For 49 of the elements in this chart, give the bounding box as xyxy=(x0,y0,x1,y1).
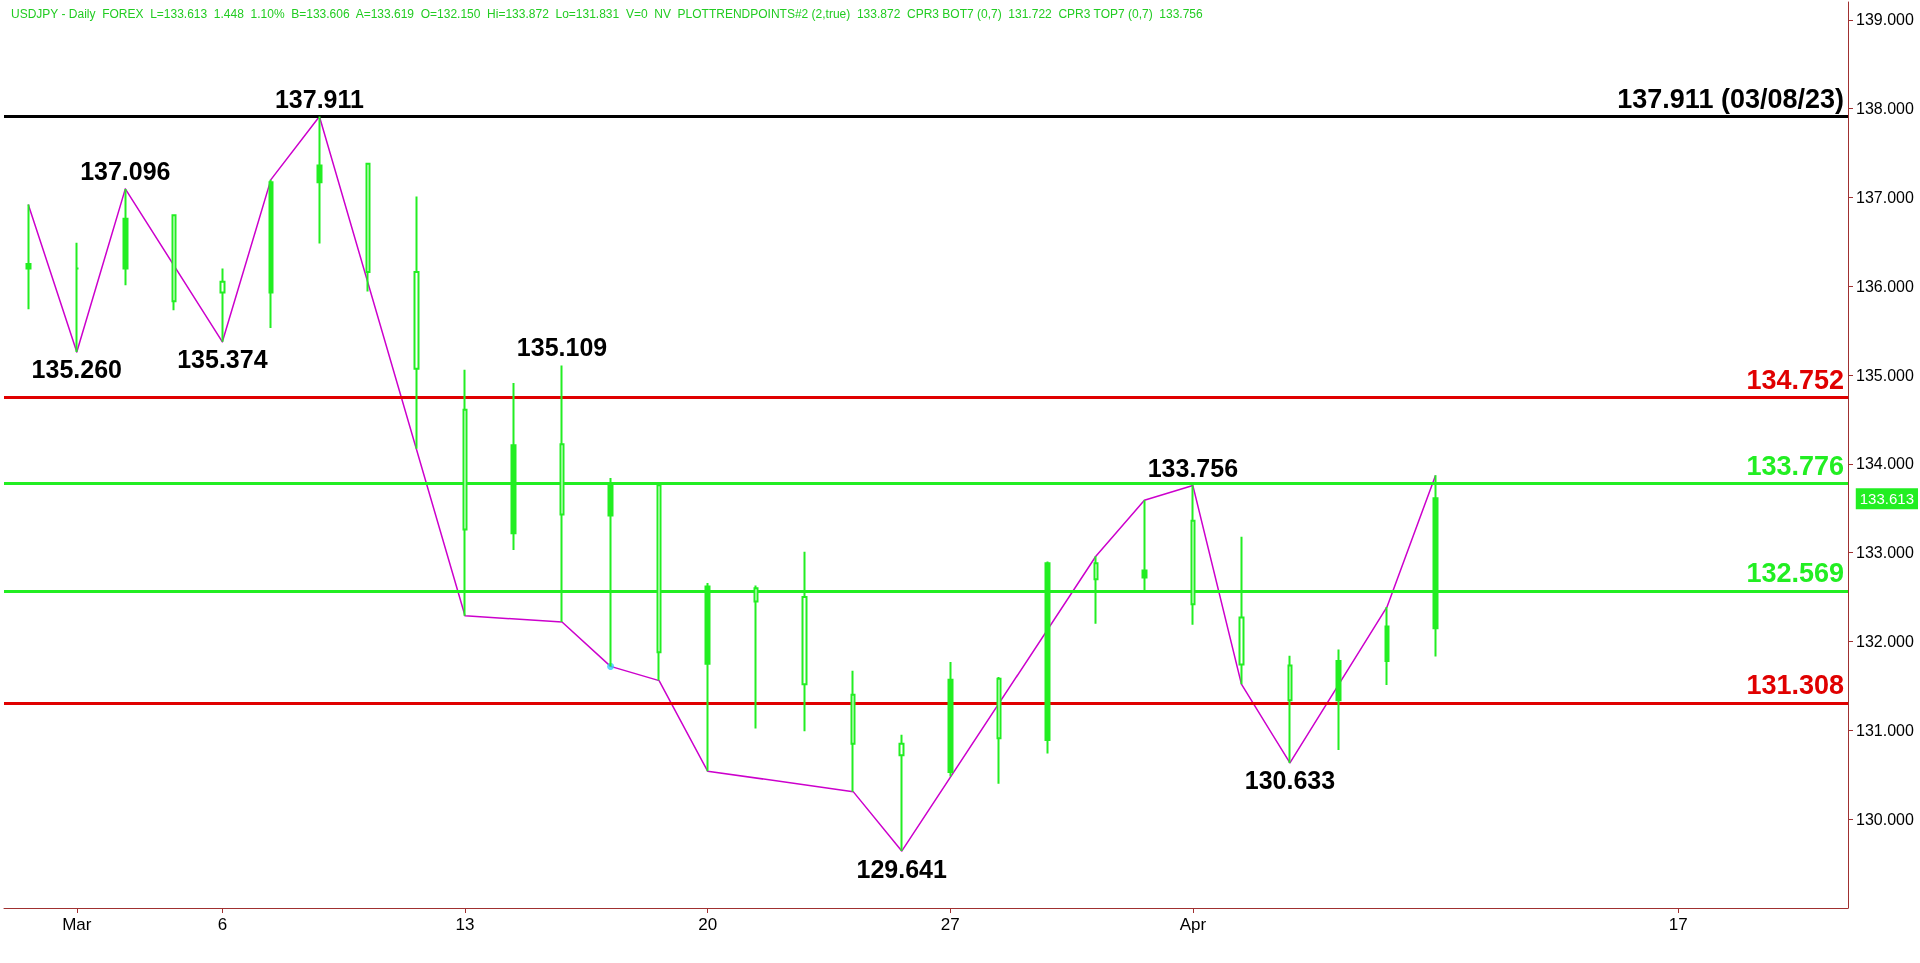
y-tick-label: 131.000 xyxy=(1856,721,1914,739)
y-tick-label: 133.000 xyxy=(1856,544,1914,562)
candlestick xyxy=(171,213,177,312)
data-label: 135.374 xyxy=(177,345,268,374)
candlestick xyxy=(122,187,129,287)
candlestick xyxy=(219,267,226,343)
y-tick-label: 135.000 xyxy=(1856,366,1914,384)
data-label: 130.633 xyxy=(1244,766,1336,795)
x-tick-label: 17 xyxy=(1668,915,1688,934)
x-tick-label: 20 xyxy=(698,915,718,934)
ref-line-label: 133.776 xyxy=(1746,450,1844,481)
data-label: 129.641 xyxy=(856,854,948,883)
chart-title: USDJPY - Daily FOREX L=133.613 1.448 1.10% B=133.606 A=133.619 O=132.150 Hi=133.872 Lo=131.831 V=0 NV PLOTTRENDPOINTS#2 (2,true) 133.872 CPR3 BOT7 (0,7) 131.722 CPR3 TOP7 (0,7) 133.756 xyxy=(11,7,1204,21)
candlestick xyxy=(996,676,1002,785)
y-tick-label: 132.000 xyxy=(1856,633,1914,651)
x-tick-label: 27 xyxy=(940,915,960,934)
candlestick xyxy=(365,161,371,293)
x-tick-label: 13 xyxy=(455,915,475,934)
candlestick xyxy=(268,178,274,329)
candlestick xyxy=(947,660,954,778)
x-tick-label: Mar xyxy=(62,915,92,934)
data-label: 137.911 xyxy=(274,84,365,113)
x-tick-label: 6 xyxy=(217,915,228,934)
annotation: 135.109 xyxy=(516,332,608,361)
candlestick xyxy=(25,203,32,311)
candlestick xyxy=(898,733,905,853)
candlestick xyxy=(413,195,420,450)
y-tick-label: 137.000 xyxy=(1856,188,1914,206)
ref-line-label: 137.911 (03/08/23) xyxy=(1617,84,1844,115)
candlestick xyxy=(1384,605,1390,687)
candlestick xyxy=(850,669,856,793)
ref-line-label: 132.569 xyxy=(1746,558,1844,589)
candlestick xyxy=(1335,648,1342,751)
candlestick xyxy=(316,115,323,245)
candlestick xyxy=(74,241,80,353)
ref-line-label: 134.752 xyxy=(1746,364,1844,395)
y-tick-label: 138.000 xyxy=(1856,100,1914,118)
y-tick-label: 130.000 xyxy=(1856,810,1914,828)
y-tick-label: 139.000 xyxy=(1856,11,1914,29)
ref-line-label: 131.308 xyxy=(1746,670,1844,701)
y-tick-label: 136.000 xyxy=(1856,277,1914,295)
data-label: 135.260 xyxy=(31,355,122,384)
y-tick-label: 134.000 xyxy=(1856,455,1914,473)
line-series xyxy=(27,115,1437,852)
x-tick-label: Apr xyxy=(1179,915,1207,934)
text: 133.613 xyxy=(1859,490,1915,508)
data-label: 137.096 xyxy=(80,157,171,186)
candlestick xyxy=(1287,654,1293,764)
data-label: 133.756 xyxy=(1147,454,1239,483)
